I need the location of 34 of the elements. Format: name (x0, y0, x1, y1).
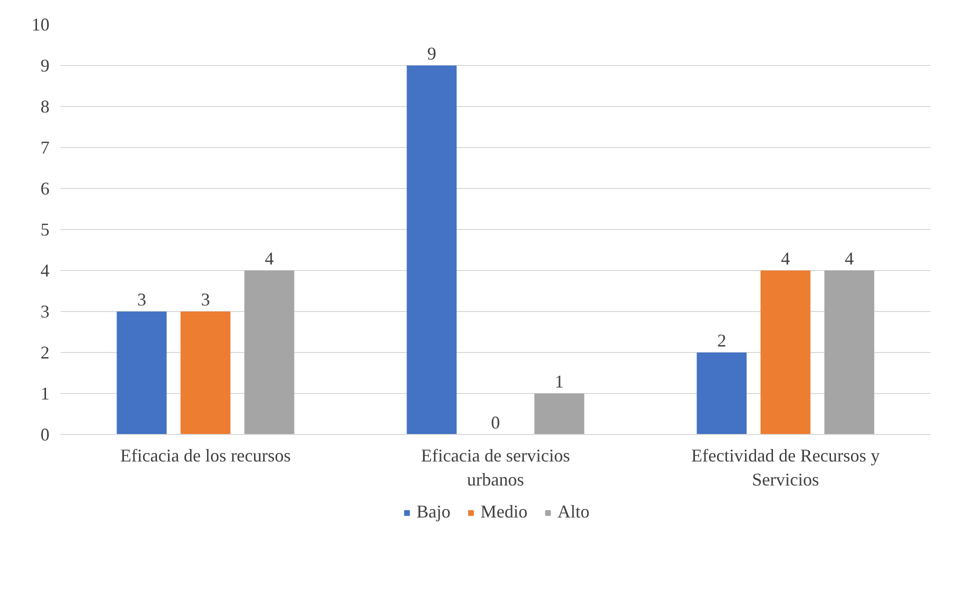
y-tick-label: 5 (40, 220, 50, 240)
legend-label: Bajo (416, 502, 450, 522)
data-label: 4 (264, 248, 274, 268)
data-label: 4 (844, 248, 854, 268)
y-tick-label: 6 (40, 178, 50, 198)
y-tick-label: 10 (32, 14, 50, 34)
data-label: 2 (717, 330, 726, 350)
data-label: 1 (554, 372, 564, 392)
bar (824, 270, 874, 434)
x-tick-label: Eficacia de los recursos (120, 446, 291, 466)
data-label: 3 (201, 290, 210, 310)
x-tick-label: Efectividad de Recursos y Servicios (691, 446, 880, 490)
y-tick-label: 2 (40, 342, 50, 362)
y-tick-label: 0 (40, 424, 50, 444)
legend-label: Alto (557, 502, 590, 522)
x-tick-label: Eficacia de servicios urbanos (421, 446, 570, 490)
bar (180, 312, 230, 434)
bar (406, 66, 457, 434)
data-label: 4 (781, 248, 790, 268)
data-label: 0 (491, 412, 500, 432)
y-tick-label: 1 (40, 384, 50, 404)
bar (696, 352, 747, 434)
legend-label: Medio (480, 502, 528, 522)
bar (244, 270, 294, 434)
y-tick-label: 3 (40, 302, 50, 322)
y-tick-label: 4 (40, 260, 50, 280)
y-tick-label: 8 (40, 96, 50, 116)
bar (534, 394, 584, 434)
y-tick-label: 9 (40, 56, 50, 76)
y-tick-label: 7 (40, 138, 50, 158)
data-label: 9 (427, 44, 436, 64)
data-label: 3 (137, 290, 146, 310)
bar (760, 270, 810, 434)
bar (116, 312, 167, 434)
